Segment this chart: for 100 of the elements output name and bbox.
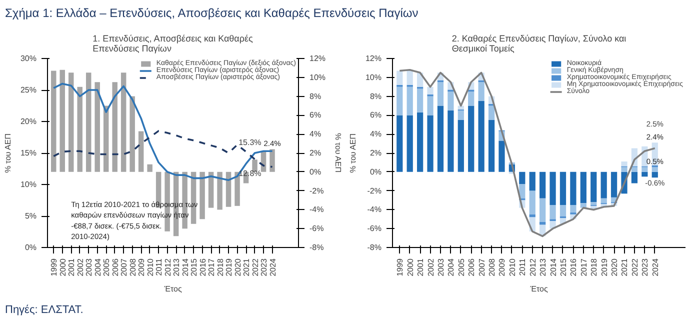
x-axis-title: Έτος: [529, 284, 548, 294]
bar: [478, 101, 484, 172]
y2-tick-label: -4%: [310, 205, 324, 214]
bar: [396, 86, 403, 116]
y2-axis-title: % του ΑΕΠ: [334, 133, 343, 173]
bar: [519, 172, 526, 184]
x-tick-label: 2017: [207, 258, 216, 276]
y-tick-label: -2%: [367, 186, 382, 196]
bar: [417, 112, 424, 172]
x-tick-label: 2018: [590, 258, 599, 276]
chart-title: 1. Επενδύσεις, Αποσβέσεις και Καθαρές Επενδύσεις Παγίων: [92, 34, 254, 54]
bar: [488, 120, 495, 172]
bar: [120, 72, 126, 172]
bar: [621, 167, 628, 172]
y-tick-label: 10%: [365, 72, 382, 82]
bar: [427, 86, 434, 94]
y-tick-label: 2%: [370, 148, 382, 158]
bar: [417, 88, 424, 112]
bar: [234, 172, 240, 206]
text: Σχήμα 1: Ελλάδα – Επενδύσεις, Αποσβέσεις και Καθαρές Επενδύσεις Παγίων: [5, 5, 418, 22]
x-tick-label: 2019: [224, 258, 234, 276]
bar: [427, 115, 434, 172]
x-tick-label: 2014: [180, 258, 190, 276]
y2-tick-label: -8%: [310, 243, 324, 252]
y-tick-label: 30%: [20, 54, 37, 63]
x-tick-label: 2006: [110, 258, 120, 276]
x-tick-label: 2021: [242, 258, 252, 276]
bar: [642, 167, 648, 172]
x-tick-label: 2020: [233, 258, 242, 276]
x-tick-label: 2009: [498, 258, 507, 276]
y-tick-label: 0%: [370, 167, 382, 176]
bar: [396, 115, 403, 172]
x-axis-title: Έτος: [163, 284, 182, 294]
x-tick-label: 2004: [93, 258, 102, 276]
bar: [468, 106, 474, 172]
bar: [590, 202, 597, 205]
x-tick-label: 2010: [508, 258, 517, 276]
bar: [458, 120, 464, 172]
x-tick-label: 2023: [260, 258, 269, 276]
y2-tick-label: 10%: [310, 72, 326, 82]
x-tick-label: 2003: [84, 258, 94, 276]
bar: [427, 96, 434, 116]
bar: [540, 222, 546, 225]
x-tick-label: 2010: [146, 258, 155, 276]
x-tick-label: 2023: [640, 258, 650, 276]
bar: [448, 92, 454, 110]
bar: [600, 172, 607, 198]
bar: [130, 96, 135, 172]
bar: [252, 160, 258, 172]
x-tick-label: 2015: [558, 258, 568, 276]
bar: [570, 172, 576, 205]
bar: [519, 184, 526, 198]
bar: [406, 70, 413, 85]
bar: [529, 190, 536, 214]
x-tick-label: 2006: [467, 258, 476, 276]
y2-tick-label: 0%: [310, 167, 322, 176]
x-tick-label: 2013: [172, 258, 182, 276]
x-tick-label: 2022: [630, 258, 640, 276]
y-tick-label: -6%: [367, 224, 382, 234]
x-tick-label: 2013: [538, 258, 548, 276]
bar: [488, 106, 495, 120]
bar: [226, 172, 232, 207]
bar: [560, 172, 566, 205]
x-tick-label: 2001: [67, 258, 76, 276]
y-axis-title: % του ΑΕΠ: [348, 133, 358, 173]
y-tick-label: 5%: [24, 212, 36, 220]
x-tick-label: 2016: [198, 258, 208, 276]
x-tick-label: 2003: [436, 258, 446, 276]
y2-tick-label: 12%: [310, 54, 326, 63]
bar: [60, 70, 65, 172]
x-tick-label: 2002: [426, 258, 436, 276]
x-tick-label: 2005: [456, 258, 466, 276]
bar: [529, 214, 536, 218]
bar: [642, 172, 648, 177]
bar: [529, 172, 536, 191]
y-tick-label: 20%: [20, 117, 37, 126]
bar: [208, 172, 214, 208]
bar: [437, 106, 444, 172]
bar: [468, 92, 474, 106]
x-tick-label: 2012: [163, 258, 172, 276]
bar: [112, 82, 118, 172]
x-tick-label: 2004: [446, 258, 456, 276]
bar: [270, 149, 275, 172]
bar: [652, 172, 658, 178]
x-tick-label: 2009: [137, 258, 146, 276]
annotation: 12.8%: [238, 168, 262, 178]
x-tick-label: 2008: [488, 258, 497, 276]
x-tick-label: 2019: [600, 258, 609, 276]
bar: [590, 172, 597, 202]
chart-title: 2. Καθαρές Επενδύσεις Παγίων, Σύνολο και Θεσμικοί Τομείς: [452, 34, 626, 54]
x-tick-label: 2011: [518, 258, 528, 276]
bar: [138, 131, 144, 172]
x-tick-label: 2005: [102, 258, 112, 276]
x-tick-label: 2007: [120, 258, 129, 276]
y-tick-label: 0%: [24, 243, 36, 252]
x-tick-label: 1999: [396, 258, 405, 276]
y2-tick-label: -6%: [310, 224, 324, 234]
x-tick-label: 2024: [268, 258, 278, 276]
bar: [77, 86, 82, 172]
bar: [498, 140, 505, 172]
